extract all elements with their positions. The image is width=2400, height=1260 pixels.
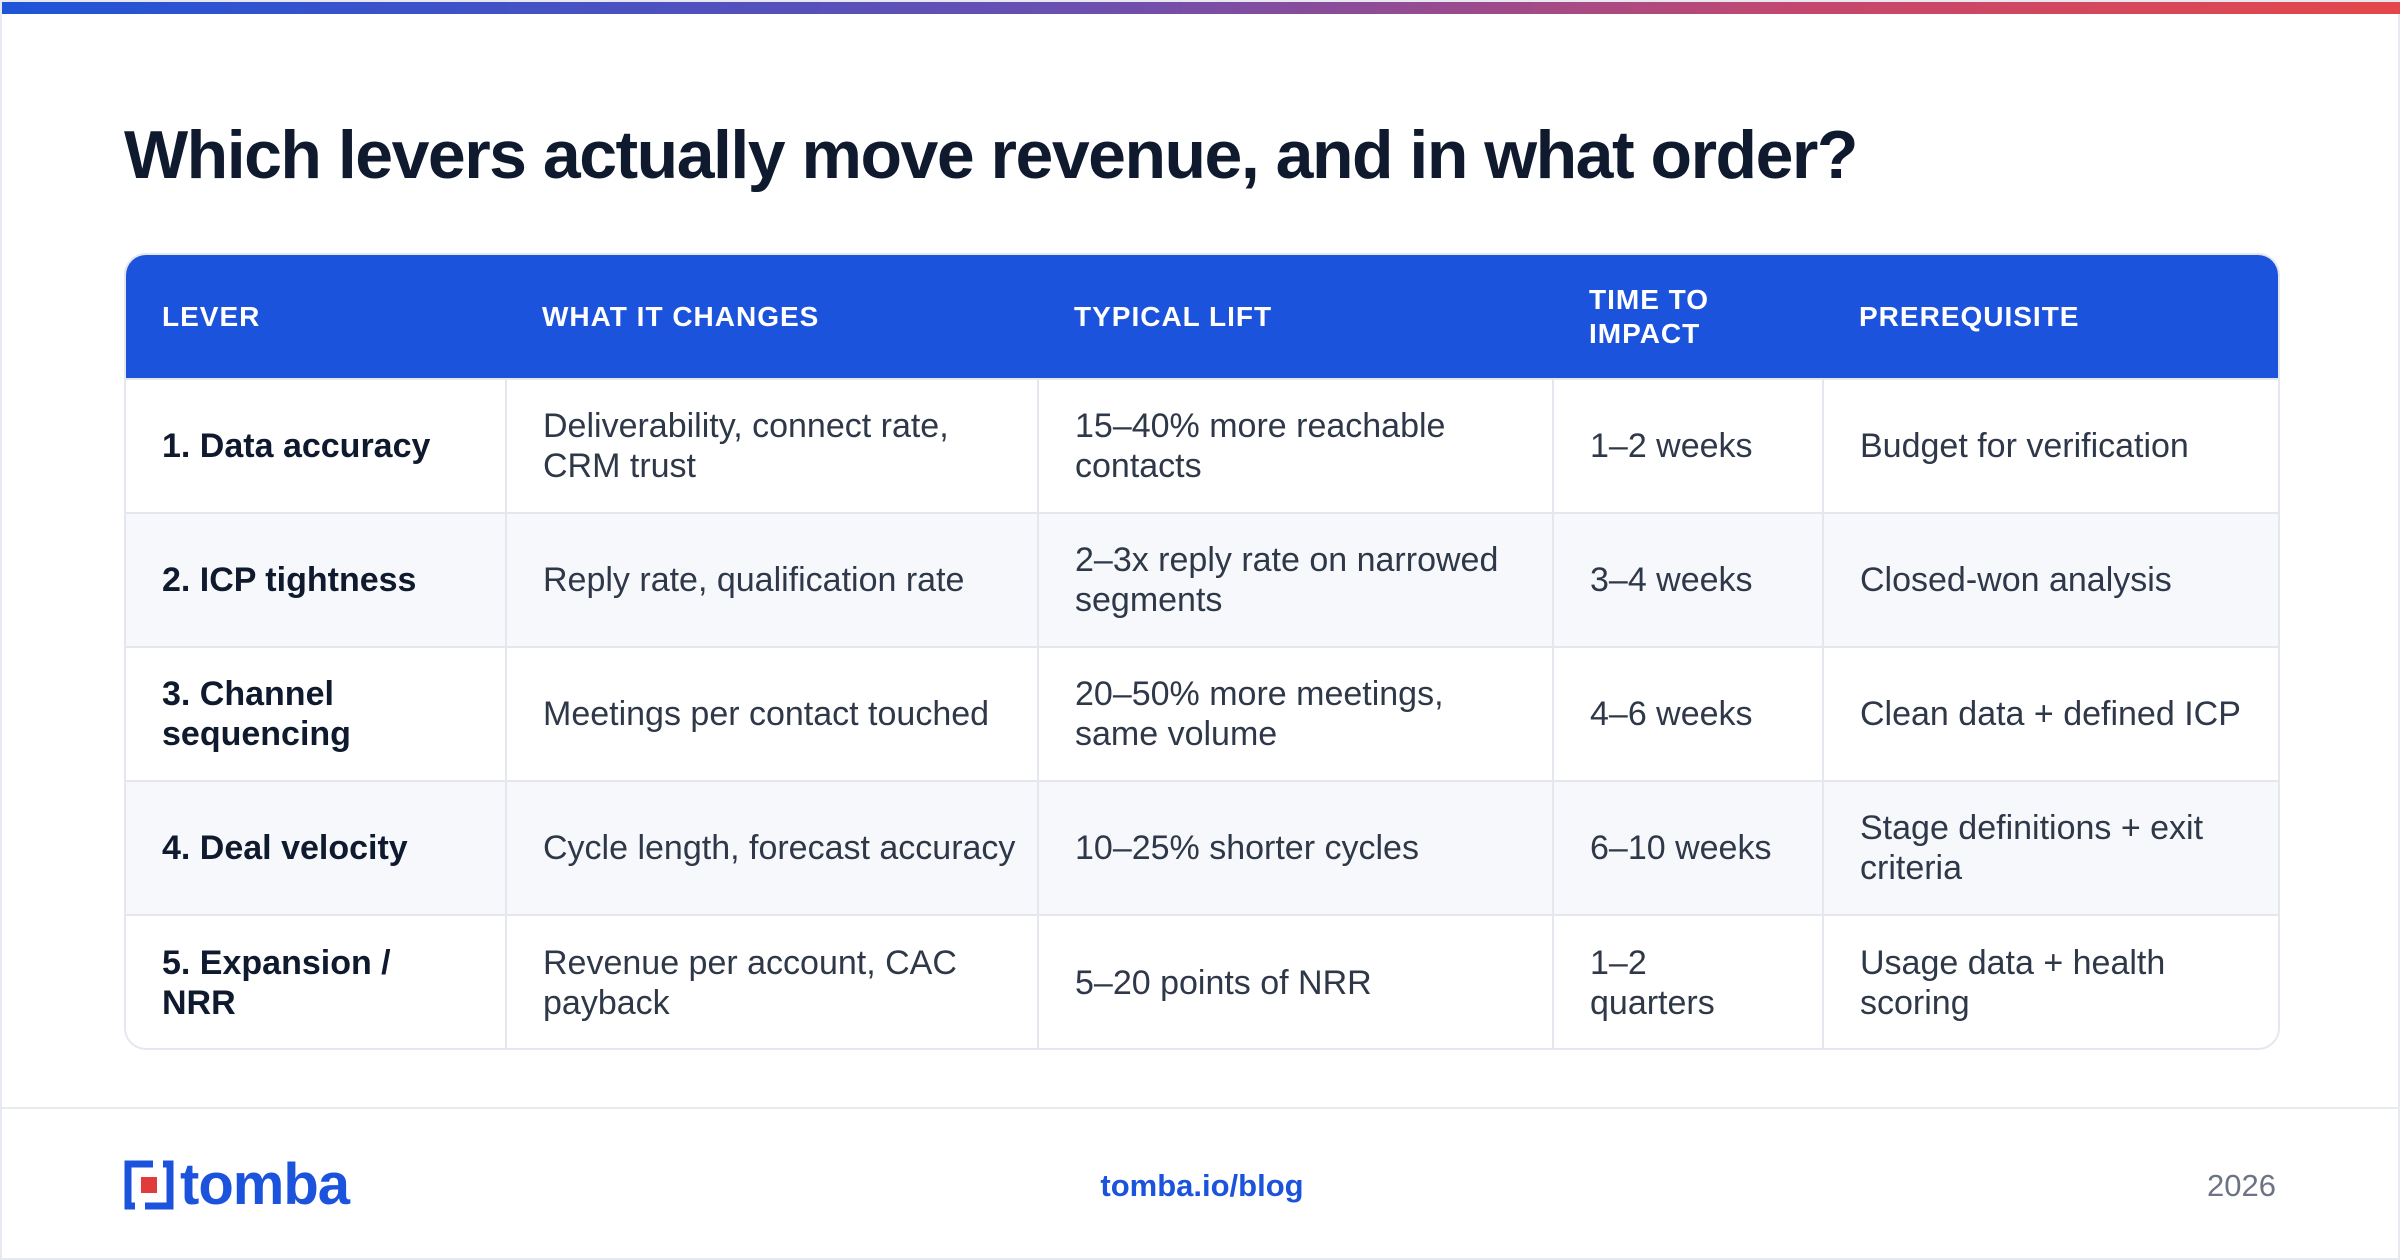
- lever-cell: 1. Data accuracy: [126, 378, 507, 513]
- time-cell: 6–10 weeks: [1553, 780, 1824, 915]
- time-cell: 4–6 weeks: [1553, 646, 1824, 781]
- table-row: 4. Deal velocity Cycle length, forecast …: [126, 780, 2278, 915]
- changes-cell: Cycle length, forecast accuracy: [506, 780, 1039, 915]
- tomba-logo-mark-icon: [124, 1160, 174, 1210]
- table-body: 1. Data accuracy Deliverability, connect…: [126, 378, 2278, 1048]
- levers-table-grid: LEVER WHAT IT CHANGES TYPICAL LIFT TIME …: [126, 255, 2278, 1048]
- header-what-it-changes: WHAT IT CHANGES: [542, 300, 820, 332]
- gradient-top-bar: [2, 2, 2400, 14]
- tomba-logo[interactable]: tomba: [124, 1152, 350, 1217]
- header-time-to-impact: TIME TO IMPACT: [1589, 283, 1710, 349]
- lever-cell: 5. Expansion / NRR: [126, 914, 507, 1048]
- lever-cell: 3. Channel sequencing: [126, 646, 507, 781]
- time-cell: 3–4 weeks: [1553, 512, 1824, 647]
- page-title: Which levers actually move revenue, and …: [124, 117, 1858, 193]
- lift-cell: 15–40% more reachable contacts: [1038, 378, 1554, 513]
- prerequisite-cell: Clean data + defined ICP: [1823, 646, 2278, 781]
- prerequisite-cell: Closed-won analysis: [1823, 512, 2278, 647]
- footer-year: 2026: [2207, 1168, 2276, 1203]
- blog-link[interactable]: tomba.io/blog: [1100, 1168, 1304, 1203]
- header-typical-lift: TYPICAL LIFT: [1074, 300, 1273, 332]
- table-row: 1. Data accuracy Deliverability, connect…: [126, 378, 2278, 513]
- changes-cell: Revenue per account, CAC payback: [506, 914, 1039, 1048]
- lift-cell: 2–3x reply rate on narrowed segments: [1038, 512, 1554, 647]
- time-cell: 1–2 quarters: [1553, 914, 1824, 1048]
- table-row: 3. Channel sequencing Meetings per conta…: [126, 646, 2278, 781]
- time-cell: 1–2 weeks: [1553, 378, 1824, 513]
- lever-cell: 4. Deal velocity: [126, 780, 507, 915]
- logo-wordmark: tomba: [180, 1152, 350, 1217]
- header-prerequisite: PREREQUISITE: [1859, 300, 2080, 332]
- lift-cell: 5–20 points of NRR: [1038, 914, 1554, 1048]
- footer-divider: [2, 1107, 2400, 1109]
- lift-cell: 20–50% more meetings, same volume: [1038, 646, 1554, 781]
- table-row: 2. ICP tightness Reply rate, qualificati…: [126, 512, 2278, 647]
- table-row: 5. Expansion / NRR Revenue per account, …: [126, 914, 2278, 1048]
- prerequisite-cell: Budget for verification: [1823, 378, 2278, 513]
- prerequisite-cell: Stage definitions + exit criteria: [1823, 780, 2278, 915]
- changes-cell: Meetings per contact touched: [506, 646, 1039, 781]
- levers-table: LEVER WHAT IT CHANGES TYPICAL LIFT TIME …: [124, 253, 2280, 1050]
- lift-cell: 10–25% shorter cycles: [1038, 780, 1554, 915]
- prerequisite-cell: Usage data + health scoring: [1823, 914, 2278, 1048]
- header-lever: LEVER: [162, 300, 261, 332]
- table-header: LEVER WHAT IT CHANGES TYPICAL LIFT TIME …: [126, 255, 2278, 379]
- table-header-row: LEVER WHAT IT CHANGES TYPICAL LIFT TIME …: [126, 255, 2278, 379]
- changes-cell: Reply rate, qualification rate: [506, 512, 1039, 647]
- changes-cell: Deliverability, connect rate, CRM trust: [506, 378, 1039, 513]
- lever-cell: 2. ICP tightness: [126, 512, 507, 647]
